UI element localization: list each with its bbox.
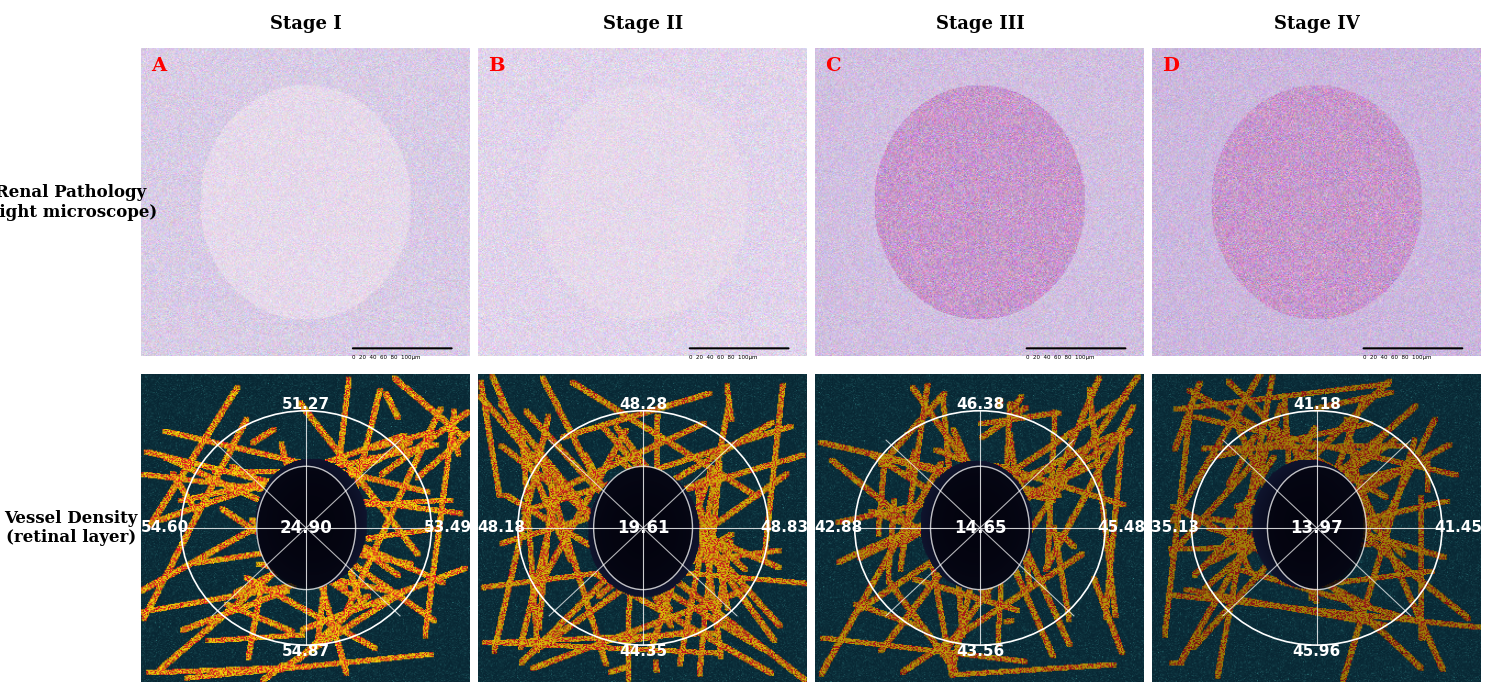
Text: Stage III: Stage III <box>935 15 1024 33</box>
Text: Vessel Density
(retinal layer): Vessel Density (retinal layer) <box>4 510 137 546</box>
Text: Stage IV: Stage IV <box>1275 15 1359 33</box>
Text: 42.88: 42.88 <box>814 520 862 535</box>
Text: 0  20  40  60  80  100μm: 0 20 40 60 80 100μm <box>689 355 758 360</box>
Text: Stage II: Stage II <box>603 15 683 33</box>
Text: 51.27: 51.27 <box>281 397 331 412</box>
Text: C: C <box>825 57 841 76</box>
Text: 46.38: 46.38 <box>956 397 1004 412</box>
Ellipse shape <box>931 466 1029 590</box>
Text: 13.97: 13.97 <box>1291 519 1343 537</box>
Text: 0  20  40  60  80  100μm: 0 20 40 60 80 100μm <box>1362 355 1431 360</box>
Text: 35.13: 35.13 <box>1151 520 1199 535</box>
Text: 54.60: 54.60 <box>140 520 189 535</box>
Text: 0  20  40  60  80  100μm: 0 20 40 60 80 100μm <box>1026 355 1094 360</box>
Text: 48.18: 48.18 <box>478 520 526 535</box>
Text: 44.35: 44.35 <box>619 644 667 659</box>
Text: A: A <box>152 57 167 76</box>
Text: Stage I: Stage I <box>271 15 342 33</box>
Text: 45.48: 45.48 <box>1097 520 1145 535</box>
Text: 54.87: 54.87 <box>281 644 331 659</box>
Ellipse shape <box>594 466 692 590</box>
Text: Renal Pathology
(light microscope): Renal Pathology (light microscope) <box>0 184 156 220</box>
Text: 41.18: 41.18 <box>1292 397 1340 412</box>
Text: B: B <box>488 57 505 76</box>
Text: 45.96: 45.96 <box>1292 644 1342 659</box>
Text: 24.90: 24.90 <box>280 519 332 537</box>
Text: 48.28: 48.28 <box>619 397 667 412</box>
Text: 48.83: 48.83 <box>761 520 809 535</box>
Text: 0  20  40  60  80  100μm: 0 20 40 60 80 100μm <box>353 355 421 360</box>
Ellipse shape <box>256 466 356 590</box>
Text: 19.61: 19.61 <box>616 519 670 537</box>
Text: 43.56: 43.56 <box>956 644 1004 659</box>
Text: D: D <box>1161 57 1179 76</box>
Text: 41.45: 41.45 <box>1434 520 1483 535</box>
Ellipse shape <box>1267 466 1367 590</box>
Text: 53.49: 53.49 <box>424 520 472 535</box>
Text: 14.65: 14.65 <box>953 519 1007 537</box>
